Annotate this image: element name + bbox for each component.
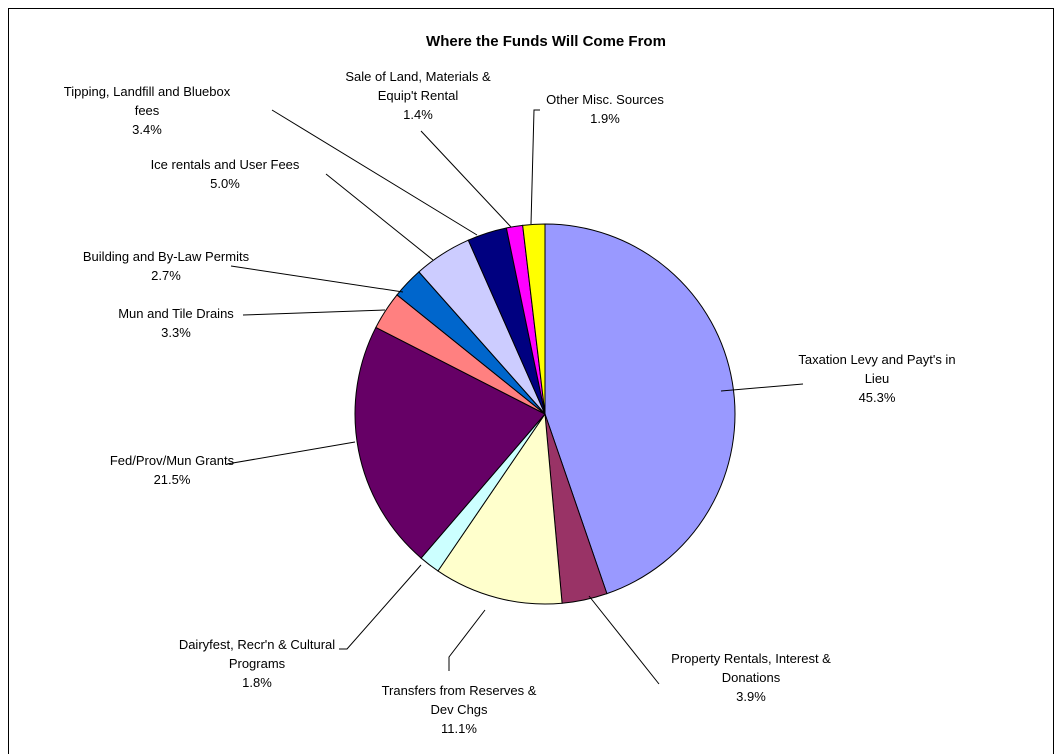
pie-slice — [437, 412, 563, 605]
leader-line — [448, 609, 486, 671]
slice-label-line: Donations — [722, 670, 781, 685]
slice-label-line: Equip't Rental — [378, 88, 459, 103]
slice-label: Dairyfest, Recr'n & Cultural Programs 1.8% — [179, 637, 335, 690]
slice-label: Ice rentals and User Fees 5.0% — [151, 157, 300, 191]
chart-title: Where the Funds Will Come From — [426, 33, 666, 50]
slice-label-line: Other Misc. Sources — [546, 92, 664, 107]
slice-label: Transfers from Reserves & Dev Chgs 11.1% — [382, 683, 537, 736]
leader-line — [226, 441, 356, 465]
slice-value-label: 2.7% — [151, 268, 181, 283]
slice-label: Tipping, Landfill and Bluebox fees 3.4% — [64, 84, 231, 137]
slice-label: Taxation Levy and Payt's in Lieu 45.3% — [798, 352, 955, 405]
slice-labels: Taxation Levy and Payt's in Lieu 45.3% Prop… — [64, 69, 956, 736]
pie-slice — [544, 223, 736, 595]
slice-label: Fed/Prov/Mun Grants 21.5% — [110, 453, 235, 487]
slice-value-label: 1.8% — [242, 675, 272, 690]
slice-label-line: Programs — [229, 656, 286, 671]
slice-value-label: 1.9% — [590, 111, 620, 126]
leader-lines — [226, 109, 804, 685]
slice-label: Other Misc. Sources 1.9% — [546, 92, 664, 126]
pie-slices — [354, 223, 736, 605]
leader-line — [242, 309, 386, 316]
slice-value-label: 1.4% — [403, 107, 433, 122]
slice-label-line: Property Rentals, Interest & — [671, 651, 831, 666]
slice-label-line: Tipping, Landfill and Bluebox — [64, 84, 231, 99]
slice-label-line: Building and By-Law Permits — [83, 249, 250, 264]
slice-label: Property Rentals, Interest & Donations 3.9… — [671, 651, 831, 704]
slice-label-line: Fed/Prov/Mun Grants — [110, 453, 235, 468]
chart-frame: Where the Funds Will Come From Taxation … — [8, 8, 1054, 754]
slice-label: Building and By-Law Permits 2.7% — [83, 249, 250, 283]
pie-slice — [354, 326, 546, 559]
leader-line — [230, 265, 404, 293]
slice-label: Sale of Land, Materials & Equip't Rental 1… — [345, 69, 491, 122]
leader-line — [339, 564, 422, 650]
slice-label-line: Ice rentals and User Fees — [151, 157, 300, 172]
slice-value-label: 45.3% — [859, 390, 896, 405]
leader-line — [271, 109, 478, 236]
slice-value-label: 5.0% — [210, 176, 240, 191]
slice-value-label: 3.9% — [736, 689, 766, 704]
slice-label-line: Dev Chgs — [430, 702, 488, 717]
slice-label-line: Dairyfest, Recr'n & Cultural — [179, 637, 335, 652]
leader-line — [325, 173, 434, 261]
pie-slice — [522, 223, 546, 415]
leader-line — [530, 109, 540, 225]
pie-chart: Where the Funds Will Come From Taxation … — [64, 33, 956, 736]
slice-value-label: 21.5% — [154, 472, 191, 487]
slice-value-label: 11.1% — [441, 721, 477, 736]
slice-label-line: Transfers from Reserves & — [382, 683, 537, 698]
slice-label: Mun and Tile Drains 3.3% — [118, 306, 234, 340]
slice-value-label: 3.3% — [161, 325, 191, 340]
slice-label-line: Mun and Tile Drains — [118, 306, 234, 321]
slice-value-label: 3.4% — [132, 122, 162, 137]
slice-label-line: Sale of Land, Materials & — [345, 69, 491, 84]
slice-label-line: fees — [135, 103, 160, 118]
slice-label-line: Taxation Levy and Payt's in — [798, 352, 955, 367]
leader-line — [720, 383, 804, 392]
slice-label-line: Lieu — [865, 371, 890, 386]
leader-line — [588, 595, 660, 685]
leader-line — [420, 130, 512, 228]
